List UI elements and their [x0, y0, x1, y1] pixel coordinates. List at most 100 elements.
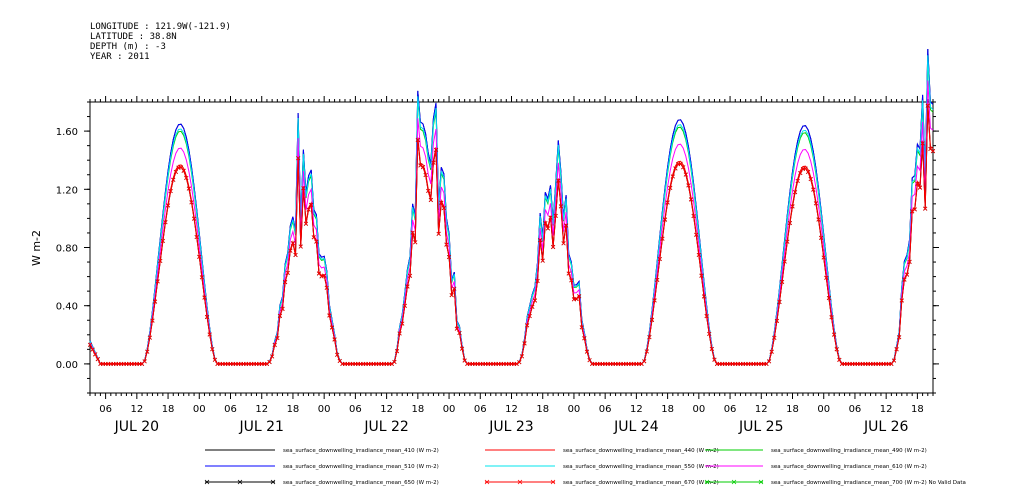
series-marker — [655, 277, 660, 282]
x-hour-label: 00 — [568, 404, 581, 415]
series-marker — [163, 220, 168, 225]
x-hour-label: 06 — [599, 404, 612, 415]
series-marker — [426, 188, 431, 193]
series-marker — [891, 358, 897, 363]
series-marker — [584, 349, 590, 354]
x-hour-label: 18 — [162, 404, 175, 415]
x-hour-label: 06 — [724, 404, 737, 415]
series-line — [89, 102, 934, 365]
x-hour-label: 18 — [661, 404, 674, 415]
series-marker — [532, 298, 537, 303]
series-marker — [514, 361, 519, 366]
series-marker — [207, 332, 212, 337]
series-marker — [670, 174, 675, 179]
series-marker — [548, 215, 553, 220]
series-marker — [418, 163, 423, 168]
series-marker — [917, 185, 923, 190]
series-line — [89, 105, 934, 365]
series-marker — [540, 258, 545, 263]
series-marker — [694, 232, 699, 237]
series-marker — [691, 213, 696, 219]
series-marker — [400, 321, 405, 326]
series-marker — [774, 318, 779, 324]
series-marker — [405, 284, 410, 289]
x-hour-label: 06 — [224, 404, 237, 415]
series-marker — [444, 242, 449, 247]
series-marker — [439, 200, 444, 205]
series-marker — [780, 279, 785, 284]
series-marker — [436, 231, 441, 236]
series-marker — [322, 273, 327, 278]
series-marker — [920, 141, 925, 146]
series-marker — [168, 189, 173, 194]
series-marker — [657, 256, 662, 262]
series-marker — [191, 216, 197, 221]
series-marker — [267, 359, 272, 365]
series-marker — [210, 347, 215, 352]
series-marker — [309, 202, 314, 207]
y-tick-label: 1.60 — [56, 127, 78, 138]
series-marker — [283, 280, 288, 285]
series-marker — [699, 273, 704, 278]
x-day-label: JUL 20 — [114, 419, 159, 435]
x-hour-label: 00 — [817, 404, 830, 415]
series-marker — [782, 259, 787, 264]
series-marker — [402, 303, 407, 308]
series-marker — [662, 217, 668, 222]
series-line — [89, 105, 934, 365]
series-marker — [649, 317, 655, 322]
axis-labels: 0.00 0.40 0.80 1.20 1.60 06 12 18 00 06 12 18 00 06 12… — [56, 127, 924, 435]
series-marker — [894, 347, 899, 352]
series-marker — [712, 357, 717, 362]
series-marker — [397, 331, 402, 336]
y-tick-label: 1.20 — [56, 185, 78, 196]
series-marker — [452, 286, 457, 291]
series-marker — [446, 254, 452, 260]
series-marker — [314, 239, 319, 244]
legend-label: sea_surface_downwelling_irradiance_mean_… — [283, 464, 439, 470]
series-marker — [681, 165, 686, 170]
series-marker — [160, 238, 165, 244]
x-hour-label: 12 — [255, 404, 268, 415]
series-marker — [834, 347, 839, 352]
series-marker — [327, 313, 332, 318]
x-hour-label: 18 — [911, 404, 924, 415]
series-marker — [790, 204, 795, 209]
series-marker — [407, 273, 413, 278]
axis-ticks — [84, 96, 939, 399]
series-marker — [423, 172, 428, 178]
series-marker — [142, 359, 147, 364]
series-marker — [811, 187, 816, 192]
series-marker — [332, 337, 337, 342]
series-marker — [441, 206, 446, 211]
series-marker — [668, 185, 673, 191]
series-marker — [912, 207, 917, 212]
series-marker — [298, 244, 303, 249]
series-marker — [186, 186, 191, 191]
series-marker — [678, 161, 683, 166]
series-marker — [673, 166, 678, 171]
longitude-label: LONGITUDE : 121.9W(-121.9) — [90, 22, 231, 32]
series-marker — [824, 275, 829, 280]
series-marker — [889, 361, 894, 366]
series-marker — [522, 341, 527, 346]
series-line — [89, 80, 934, 365]
series-marker — [769, 349, 774, 354]
x-hour-label: 06 — [849, 404, 862, 415]
series-marker — [569, 278, 574, 283]
legend-label: sea_surface_downwelling_irradiance_mean_… — [563, 464, 719, 470]
series-marker — [821, 255, 826, 260]
series-marker — [293, 252, 298, 258]
series-marker — [449, 293, 454, 298]
legend-marker — [731, 479, 737, 485]
series-marker — [545, 226, 551, 231]
series-marker — [205, 314, 210, 320]
depth-label: DEPTH (m) : -3 — [90, 42, 166, 52]
series-marker — [832, 332, 837, 337]
series-marker — [150, 318, 155, 323]
series-marker — [306, 207, 311, 212]
series-marker — [819, 235, 824, 240]
series-marker — [454, 326, 459, 331]
series-marker — [837, 357, 842, 362]
series-marker — [923, 206, 928, 211]
